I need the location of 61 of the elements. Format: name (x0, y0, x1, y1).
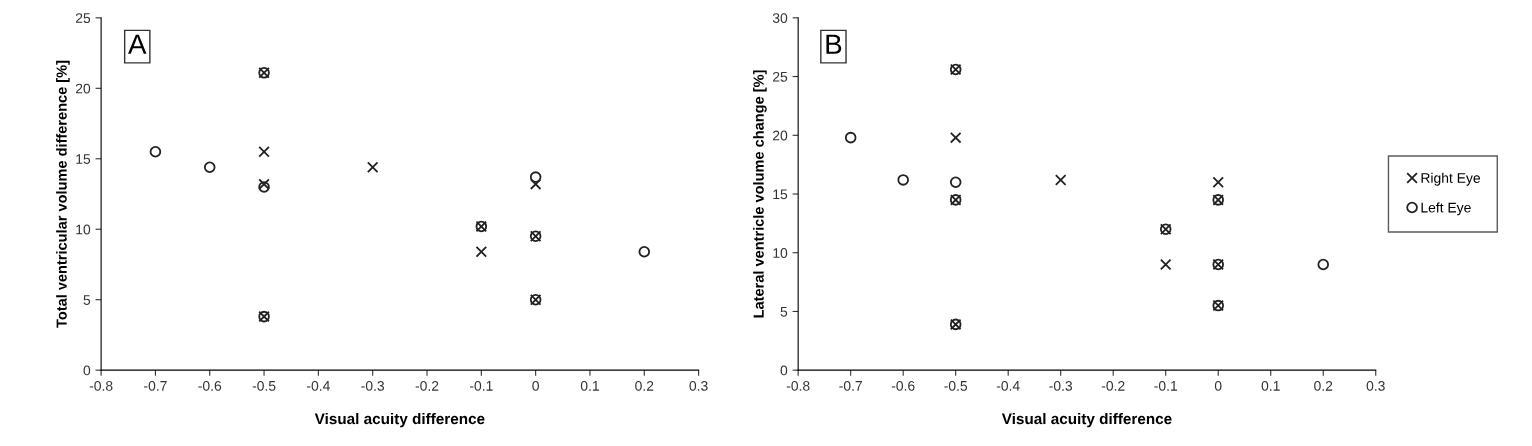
x-axis-title: Visual acuity difference (1001, 412, 1172, 428)
y-tick-label: 10 (76, 224, 91, 235)
point (949, 176, 962, 189)
y-tick-label: 30 (772, 13, 788, 24)
x-tick-label: -0.6 (891, 380, 915, 391)
y-tick-label: 20 (773, 130, 788, 141)
x-tick-label: -0.4 (996, 380, 1020, 391)
x-tick-label: -0.1 (469, 380, 493, 391)
point (897, 174, 909, 186)
x-tick-label: -0.3 (361, 380, 385, 391)
y-tick-label: 10 (773, 248, 788, 258)
x-axis-title: Visual acuity difference (314, 412, 485, 428)
point (1159, 258, 1172, 271)
point (258, 145, 270, 158)
annotation: A (128, 34, 147, 54)
point (529, 171, 542, 183)
x-tick-label: -0.5 (252, 380, 276, 391)
x-tick-label: -0.6 (198, 380, 222, 391)
x-tick-label: 0.1 (580, 380, 599, 391)
y-tick-label: 0 (83, 365, 91, 376)
point (475, 246, 488, 258)
y-tick-label: 25 (75, 13, 91, 24)
x-tick-label: -0.5 (944, 380, 968, 391)
point (949, 131, 962, 144)
legend-label: Right Eye (1421, 172, 1480, 186)
point (529, 178, 542, 190)
point (203, 161, 216, 173)
y-tick-label: 25 (773, 71, 788, 82)
x-tick-label: 0.3 (1366, 380, 1385, 391)
point (1054, 174, 1067, 186)
x-tick-label: 0.2 (635, 380, 654, 391)
legend-label: Left Eye (1421, 202, 1471, 216)
x-tick-label: -0.4 (307, 380, 330, 391)
x-tick-label: -0.8 (89, 380, 113, 391)
x-tick-label: 0 (532, 380, 539, 391)
point (1317, 258, 1329, 271)
x-tick-label: 0.1 (1261, 380, 1280, 391)
x-tick-label: 0.2 (1314, 380, 1333, 391)
annotation: B (826, 34, 842, 54)
y-tick-label: 20 (75, 83, 91, 94)
y-tick-label: 15 (76, 154, 91, 164)
x-tick-label: -0.7 (839, 380, 862, 391)
x-tick-label: -0.3 (1049, 380, 1073, 391)
point (366, 161, 379, 173)
y-axis-title: Total ventricular volume difference [%] (56, 60, 70, 328)
y-tick-label: 5 (83, 295, 91, 305)
x-tick-label: -0.1 (1154, 380, 1177, 391)
point (1212, 176, 1224, 189)
point (844, 131, 857, 144)
x-tick-label: 0 (1214, 380, 1222, 391)
y-tick-label: 5 (780, 306, 788, 317)
x-tick-label: -0.2 (1101, 380, 1125, 391)
y-tick-label: 15 (773, 189, 788, 200)
point (149, 145, 162, 158)
point (638, 246, 651, 258)
x-tick-label: -0.8 (786, 380, 810, 391)
x-tick-label: -0.2 (415, 380, 439, 391)
x-tick-label: -0.7 (144, 380, 167, 391)
y-axis-title: Lateral ventricle volume change [%] (753, 70, 767, 318)
y-tick-label: 0 (780, 365, 788, 376)
x-tick-label: 0.3 (689, 380, 708, 391)
